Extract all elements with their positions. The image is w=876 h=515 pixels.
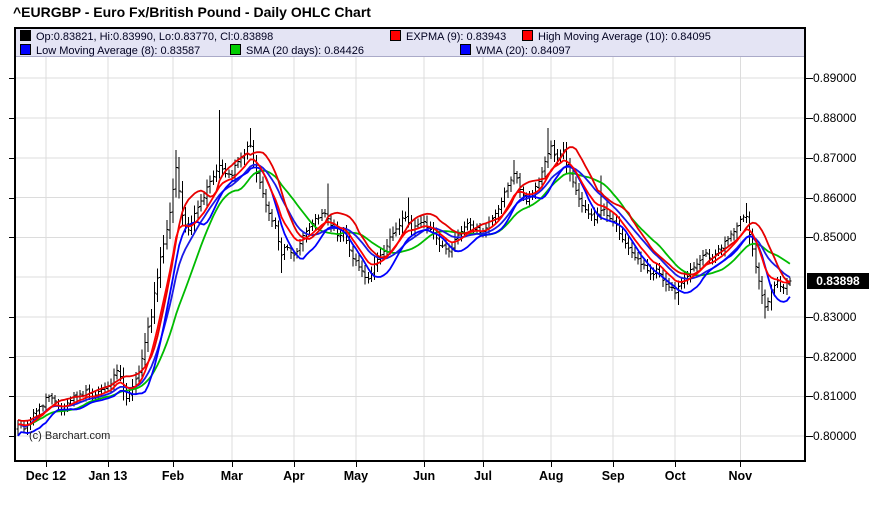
x-axis-tick — [231, 462, 233, 467]
x-axis-tick — [107, 462, 109, 467]
y-axis-label: 0.85000 — [813, 230, 857, 245]
y-axis-tick-left — [9, 396, 14, 398]
x-axis-tick — [613, 462, 615, 467]
low-moving-average-line — [17, 165, 791, 437]
legend-label-ohlc: Op:0.83821, Hi:0.83990, Lo:0.83770, Cl:0… — [36, 31, 274, 43]
x-axis-label: Apr — [283, 469, 305, 483]
legend-item-low-ma: Low Moving Average (8): 0.83587 — [20, 44, 200, 57]
y-axis-tick — [806, 436, 813, 438]
y-axis-tick — [806, 396, 813, 398]
y-axis-tick-left — [9, 117, 14, 119]
legend-item-high-ma: High Moving Average (10): 0.84095 — [522, 30, 711, 43]
y-axis-tick — [806, 78, 813, 80]
sma-line — [17, 169, 791, 427]
y-axis-label: 0.82000 — [813, 349, 857, 364]
expma-line — [17, 158, 790, 427]
chart-title: ^EURGBP - Euro Fx/British Pound - Daily … — [13, 4, 371, 20]
y-axis-tick-left — [9, 436, 14, 438]
legend: Op:0.83821, Hi:0.83990, Lo:0.83770, Cl:0… — [16, 29, 804, 57]
price-plot — [16, 57, 804, 460]
x-axis-label: Jan 13 — [88, 469, 128, 483]
y-axis-tick-left — [9, 78, 14, 80]
copyright-watermark: (c) Barchart.com — [29, 430, 111, 442]
legend-label-low-ma: Low Moving Average (8): 0.83587 — [36, 45, 201, 57]
legend-item-wma: WMA (20): 0.84097 — [460, 44, 571, 57]
y-axis-label: 0.88000 — [813, 110, 857, 125]
x-axis-label: Mar — [220, 469, 243, 483]
high-ma-swatch-icon — [522, 30, 533, 41]
x-axis-tick — [173, 462, 174, 467]
y-axis-tick-left — [9, 316, 14, 318]
y-axis-label: 0.86000 — [813, 190, 857, 205]
low-ma-swatch-icon — [20, 44, 31, 55]
legend-item-ohlc: Op:0.83821, Hi:0.83990, Lo:0.83770, Cl:0… — [20, 30, 273, 43]
x-axis-label: Nov — [728, 469, 753, 483]
y-axis-tick — [806, 197, 813, 199]
x-axis-label: May — [343, 469, 369, 483]
gridlines — [16, 57, 804, 460]
y-axis-tick — [806, 237, 813, 239]
x-axis-label: Aug — [539, 469, 564, 483]
ohlc-swatch-icon — [20, 30, 31, 41]
x-axis-tick — [424, 462, 426, 467]
x-axis-label: Sep — [601, 469, 625, 483]
last-price-flag: 0.83898 — [807, 273, 869, 290]
x-axis-tick — [293, 462, 295, 467]
y-axis-tick-left — [9, 356, 14, 358]
x-axis-label: Feb — [161, 469, 185, 483]
x-axis-label: Dec 12 — [25, 469, 67, 483]
high-moving-average-line — [17, 146, 791, 422]
y-axis-label: 0.81000 — [813, 389, 857, 404]
legend-label-sma: SMA (20 days): 0.84426 — [246, 45, 365, 57]
x-axis-tick — [675, 462, 677, 467]
x-axis-tick — [551, 462, 553, 467]
sma-swatch-icon — [230, 44, 241, 55]
x-axis-tick — [355, 462, 357, 467]
legend-label-wma: WMA (20): 0.84097 — [476, 45, 571, 57]
wma-swatch-icon — [460, 44, 471, 55]
y-axis-tick-left — [9, 157, 14, 159]
y-axis-tick-left — [9, 197, 14, 199]
x-axis-tick — [740, 462, 742, 467]
y-axis-label: 0.89000 — [813, 71, 857, 86]
y-axis-tick-left — [9, 237, 14, 239]
legend-label-high-ma: High Moving Average (10): 0.84095 — [538, 31, 711, 43]
x-axis-label: Oct — [664, 469, 686, 483]
x-axis-label: Jun — [412, 469, 436, 483]
legend-label-expma: EXPMA (9): 0.83943 — [406, 31, 507, 43]
chart-frame: Op:0.83821, Hi:0.83990, Lo:0.83770, Cl:0… — [14, 27, 806, 462]
y-axis-tick — [806, 117, 813, 119]
x-axis-tick — [483, 462, 484, 467]
y-axis-label: 0.80000 — [813, 429, 857, 444]
legend-item-expma: EXPMA (9): 0.83943 — [390, 30, 506, 43]
y-axis-tick — [806, 356, 813, 358]
y-axis-label: 0.87000 — [813, 150, 857, 165]
x-axis-label: Jul — [473, 469, 493, 483]
x-axis-tick — [45, 462, 47, 467]
y-axis-label: 0.83000 — [813, 309, 857, 324]
expma-swatch-icon — [390, 30, 401, 41]
legend-item-sma: SMA (20 days): 0.84426 — [230, 44, 364, 57]
y-axis-tick — [806, 157, 813, 159]
y-axis-tick — [806, 316, 813, 318]
